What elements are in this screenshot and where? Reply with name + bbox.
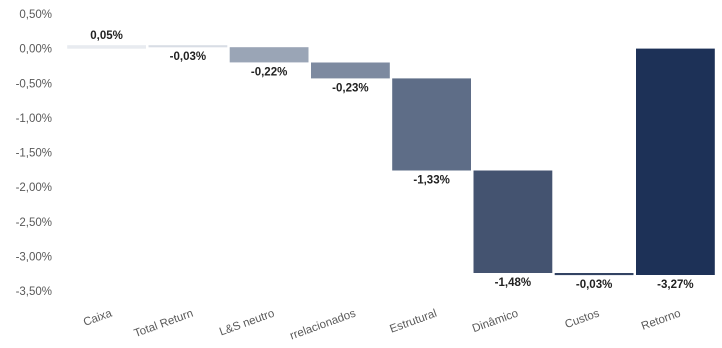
category-label: Retorno	[640, 308, 683, 333]
bars	[67, 45, 715, 276]
category-label: rrelacionados	[288, 307, 357, 342]
data-label: 0,05%	[90, 30, 123, 42]
bar	[229, 47, 309, 63]
bar	[554, 273, 634, 276]
y-tick-label: 0,50%	[19, 9, 52, 21]
data-label: -1,48%	[495, 277, 531, 289]
bar	[473, 170, 553, 273]
y-tick-label: -0,50%	[16, 78, 52, 90]
x-axis: Caixa Total Return L&S neutro rrelacionados…	[82, 307, 683, 342]
data-label: -3,27%	[657, 279, 693, 291]
y-tick-label: -3,50%	[16, 286, 52, 298]
y-tick-label: -1,00%	[16, 113, 52, 125]
data-labels: 0,05% -0,03% -0,22% -0,23% -1,33% -1,48% -0,03…	[90, 30, 693, 291]
bar	[311, 62, 390, 79]
data-label: -0,03%	[170, 51, 206, 63]
y-axis: 0,50% 0,00% -0,50% -1,00% -1,50% -2,00% -2,50%…	[16, 9, 52, 298]
y-tick-label: 0,00%	[19, 44, 52, 56]
bar	[67, 45, 146, 49]
category-label: Caixa	[82, 307, 114, 329]
category-label: Estrutural	[388, 308, 438, 336]
bar	[392, 78, 471, 171]
data-label: -1,33%	[413, 175, 449, 187]
category-label: Dinâmico	[471, 308, 520, 336]
bar	[636, 48, 715, 275]
data-label: -0,22%	[251, 67, 287, 79]
category-label: L&S neutro	[218, 308, 276, 339]
category-label: Custos	[563, 307, 601, 331]
bar	[148, 45, 228, 48]
y-tick-label: -1,50%	[16, 148, 52, 160]
data-label: -0,03%	[576, 279, 612, 291]
category-label: Total Return	[133, 308, 195, 340]
y-tick-label: -3,00%	[16, 251, 52, 263]
data-label: -0,23%	[332, 82, 368, 94]
y-tick-label: -2,50%	[16, 217, 52, 229]
y-tick-label: -2,00%	[16, 182, 52, 194]
